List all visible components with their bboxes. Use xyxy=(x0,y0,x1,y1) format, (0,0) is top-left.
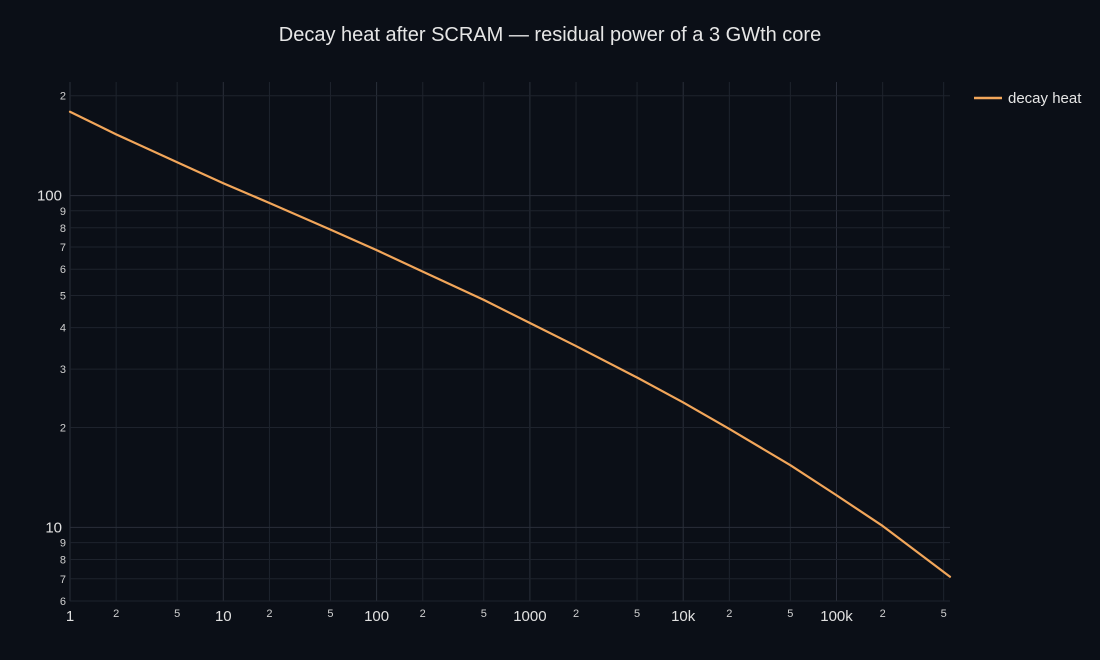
x-tick-label: 1 xyxy=(66,608,74,625)
x-tick-label: 100k xyxy=(820,608,853,625)
x-tick-label-minor: 5 xyxy=(941,608,947,620)
y-tick-label-minor: 6 xyxy=(60,596,66,608)
y-tick-label-minor: 3 xyxy=(60,364,66,376)
y-tick-label-minor: 7 xyxy=(60,242,66,254)
x-tick-label: 10 xyxy=(215,608,232,625)
grid xyxy=(69,82,950,602)
x-tick-label-minor: 2 xyxy=(573,608,579,620)
x-tick-label-minor: 2 xyxy=(880,608,886,620)
y-tick-label-minor: 9 xyxy=(60,538,66,550)
x-tick-label-minor: 2 xyxy=(266,608,272,620)
y-tick-label-minor: 8 xyxy=(60,555,66,567)
x-tick-label-minor: 5 xyxy=(787,608,793,620)
x-axis-ticks: 2 5 2 5 2 5 2 5 2 5 2 5 1 10 100 1000 10k 100k xyxy=(66,608,947,625)
plot-series xyxy=(68,110,952,578)
x-tick-label: 1000 xyxy=(513,608,546,625)
x-tick-label-minor: 5 xyxy=(634,608,640,620)
y-tick-label-minor: 4 xyxy=(60,323,66,335)
chart-title: Decay heat after SCRAM — residual power … xyxy=(279,24,821,46)
y-tick-label: 10 xyxy=(45,519,62,536)
y-tick-label-minor: 2 xyxy=(60,423,66,435)
y-tick-label-minor: 6 xyxy=(60,264,66,276)
y-tick-label-minor: 8 xyxy=(60,223,66,235)
x-tick-label-minor: 5 xyxy=(174,608,180,620)
y-tick-label-minor: 5 xyxy=(60,290,66,302)
x-tick-label-minor: 2 xyxy=(420,608,426,620)
y-axis-ticks: 6 7 8 9 2 3 4 5 6 7 8 9 2 10 100 xyxy=(37,91,66,608)
x-tick-label-minor: 2 xyxy=(113,608,119,620)
legend[interactable]: decay heat xyxy=(974,90,1082,107)
y-tick-label-minor: 9 xyxy=(60,206,66,218)
x-tick-label: 100 xyxy=(364,608,389,625)
y-tick-label: 100 xyxy=(37,188,62,205)
y-tick-label-minor: 7 xyxy=(60,574,66,586)
x-tick-label-minor: 2 xyxy=(726,608,732,620)
y-tick-label-minor: 2 xyxy=(60,91,66,103)
x-tick-label-minor: 5 xyxy=(327,608,333,620)
series-line-decay-heat xyxy=(68,110,952,578)
x-tick-label-minor: 5 xyxy=(481,608,487,620)
legend-label-decay-heat: decay heat xyxy=(1008,90,1082,107)
x-tick-label: 10k xyxy=(671,608,696,625)
